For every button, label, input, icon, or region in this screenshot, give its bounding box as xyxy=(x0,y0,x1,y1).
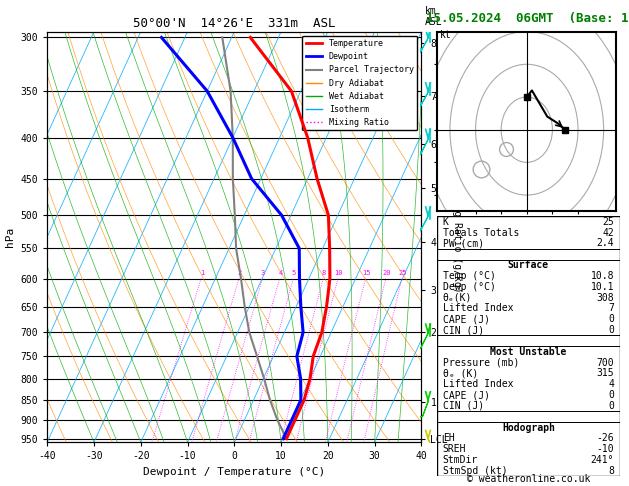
Text: SREH: SREH xyxy=(443,444,466,454)
Text: Lifted Index: Lifted Index xyxy=(443,379,513,389)
Text: CIN (J): CIN (J) xyxy=(443,325,484,335)
Text: Hodograph: Hodograph xyxy=(502,422,555,433)
Text: 15: 15 xyxy=(362,270,370,276)
Text: 7: 7 xyxy=(608,303,614,313)
Text: 25: 25 xyxy=(603,217,614,226)
Text: Pressure (mb): Pressure (mb) xyxy=(443,358,519,367)
Text: Lifted Index: Lifted Index xyxy=(443,303,513,313)
Y-axis label: hPa: hPa xyxy=(5,227,15,247)
Text: Totals Totals: Totals Totals xyxy=(443,227,519,238)
Text: -10: -10 xyxy=(596,444,614,454)
Text: 10: 10 xyxy=(335,270,343,276)
Text: 0: 0 xyxy=(608,390,614,400)
Text: PW (cm): PW (cm) xyxy=(443,238,484,248)
Text: 25: 25 xyxy=(398,270,407,276)
Text: θₑ (K): θₑ (K) xyxy=(443,368,478,379)
X-axis label: Dewpoint / Temperature (°C): Dewpoint / Temperature (°C) xyxy=(143,467,325,477)
Text: 0: 0 xyxy=(608,401,614,411)
Text: 4: 4 xyxy=(278,270,282,276)
Text: 8: 8 xyxy=(608,466,614,476)
Text: 8: 8 xyxy=(322,270,326,276)
Text: Temp (°C): Temp (°C) xyxy=(443,271,496,281)
Text: θₑ(K): θₑ(K) xyxy=(443,293,472,302)
Text: CIN (J): CIN (J) xyxy=(443,401,484,411)
Text: 315: 315 xyxy=(596,368,614,379)
Text: 308: 308 xyxy=(596,293,614,302)
Text: -26: -26 xyxy=(596,434,614,443)
Text: © weatheronline.co.uk: © weatheronline.co.uk xyxy=(467,473,590,484)
Text: 1: 1 xyxy=(200,270,204,276)
Text: StmSpd (kt): StmSpd (kt) xyxy=(443,466,507,476)
Legend: Temperature, Dewpoint, Parcel Trajectory, Dry Adiabat, Wet Adiabat, Isotherm, Mi: Temperature, Dewpoint, Parcel Trajectory… xyxy=(303,36,417,130)
Text: CAPE (J): CAPE (J) xyxy=(443,390,489,400)
Text: 2: 2 xyxy=(238,270,242,276)
Text: K: K xyxy=(443,217,448,226)
Text: 3: 3 xyxy=(261,270,265,276)
Text: StmDir: StmDir xyxy=(443,455,478,465)
Text: km
ASL: km ASL xyxy=(425,6,443,28)
Text: kt: kt xyxy=(440,30,452,40)
Text: 241°: 241° xyxy=(591,455,614,465)
Text: 0: 0 xyxy=(608,314,614,324)
Text: EH: EH xyxy=(443,434,454,443)
Text: 20: 20 xyxy=(382,270,391,276)
Text: 42: 42 xyxy=(603,227,614,238)
Text: 10.8: 10.8 xyxy=(591,271,614,281)
Text: Surface: Surface xyxy=(508,260,549,270)
Text: 700: 700 xyxy=(596,358,614,367)
Text: CAPE (J): CAPE (J) xyxy=(443,314,489,324)
Text: 2.4: 2.4 xyxy=(596,238,614,248)
Title: 50°00'N  14°26'E  331m  ASL: 50°00'N 14°26'E 331m ASL xyxy=(133,17,335,31)
Text: 10.1: 10.1 xyxy=(591,282,614,292)
Text: 4: 4 xyxy=(608,379,614,389)
Text: 15.05.2024  06GMT  (Base: 12): 15.05.2024 06GMT (Base: 12) xyxy=(426,12,629,25)
Text: 0: 0 xyxy=(608,325,614,335)
Y-axis label: Mixing Ratio (g/kg): Mixing Ratio (g/kg) xyxy=(452,181,462,293)
Text: Dewp (°C): Dewp (°C) xyxy=(443,282,496,292)
Text: Most Unstable: Most Unstable xyxy=(490,347,567,357)
Text: 5: 5 xyxy=(292,270,296,276)
